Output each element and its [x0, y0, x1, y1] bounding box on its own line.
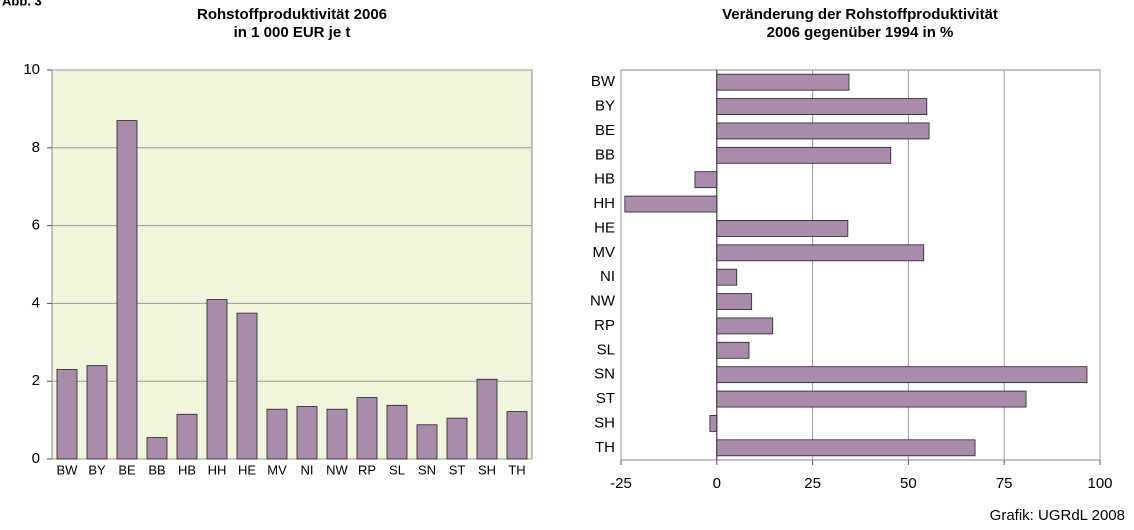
x-tick-label: HE	[238, 462, 256, 477]
y-tick-label: SH	[594, 414, 615, 431]
y-tick-label: HE	[594, 219, 615, 236]
chart-title: 2006 gegenüber 1994 in %	[767, 24, 954, 41]
bar	[716, 98, 928, 115]
y-tick-label: SN	[594, 366, 615, 383]
bar	[506, 411, 528, 460]
bar	[716, 366, 1088, 384]
y-tick-label: BW	[591, 73, 616, 90]
bar	[146, 437, 168, 460]
bar	[716, 293, 753, 310]
bar	[716, 220, 849, 237]
x-tick-label: 0	[713, 475, 721, 492]
y-tick-label: BY	[595, 98, 615, 115]
x-tick-label: BE	[118, 462, 136, 477]
source: Grafik: UGRdL 2008	[990, 507, 1125, 524]
bar	[206, 299, 228, 460]
y-tick-label: NI	[600, 268, 615, 285]
bar	[296, 406, 318, 460]
y-tick-label: 0	[32, 450, 40, 467]
x-tick-label: 25	[804, 475, 821, 492]
x-tick-label: 50	[900, 475, 917, 492]
bar	[86, 365, 108, 460]
bar	[694, 171, 718, 189]
bar	[624, 195, 718, 213]
x-tick-label: ST	[449, 462, 466, 477]
x-tick-label: BY	[88, 462, 106, 477]
x-tick-label: RP	[358, 462, 376, 477]
bar	[716, 317, 774, 335]
y-tick-label: SL	[597, 341, 615, 358]
y-tick-label: HB	[594, 171, 615, 188]
chart-title: in 1 000 EUR je t	[234, 24, 351, 41]
x-tick-label: SH	[478, 462, 496, 477]
y-tick-label: ST	[596, 390, 615, 407]
bar	[716, 73, 850, 91]
y-tick-label: 2	[32, 372, 40, 389]
bar	[416, 424, 438, 460]
bar	[716, 146, 892, 164]
y-tick-label: 8	[32, 139, 40, 156]
x-tick-label: NI	[301, 462, 314, 477]
x-tick-label: SN	[418, 462, 436, 477]
bar	[716, 268, 738, 286]
x-tick-label: -25	[610, 475, 632, 492]
bar	[356, 397, 378, 460]
y-tick-label: 4	[32, 294, 40, 311]
bar	[716, 390, 1027, 408]
chart-title: Rohstoffproduktivität 2006	[197, 6, 387, 23]
x-tick-label: BW	[57, 462, 79, 477]
bar	[716, 439, 976, 457]
x-tick-label: TH	[508, 462, 525, 477]
x-tick-label: 100	[1087, 475, 1112, 492]
bar	[716, 244, 925, 262]
y-tick-label: 6	[32, 217, 40, 234]
bar	[56, 369, 78, 460]
y-tick-label: 10	[23, 61, 40, 78]
bar	[266, 408, 288, 460]
x-tick-label: NW	[326, 462, 348, 477]
x-tick-label: 75	[996, 475, 1013, 492]
y-tick-label: MV	[593, 244, 616, 261]
bar	[116, 120, 138, 460]
x-tick-label: BB	[148, 462, 165, 477]
y-tick-label: HH	[593, 195, 615, 212]
bar	[236, 312, 258, 460]
x-tick-label: MV	[267, 462, 287, 477]
x-tick-label: SL	[389, 462, 405, 477]
y-tick-label: BE	[595, 122, 615, 139]
chart-title: Veränderung der Rohstoffproduktivität	[722, 6, 998, 23]
bar	[446, 417, 468, 460]
x-tick-label: HB	[178, 462, 196, 477]
x-tick-label: HH	[208, 462, 227, 477]
bar	[716, 122, 930, 140]
bar	[326, 408, 348, 460]
bar	[386, 404, 408, 460]
y-tick-label: BB	[595, 146, 615, 163]
y-tick-label: TH	[595, 439, 615, 456]
bar	[176, 413, 198, 460]
bar	[709, 415, 718, 432]
bar	[716, 341, 750, 359]
y-tick-label: NW	[590, 293, 616, 310]
caption: Abb. 3	[2, 0, 42, 8]
y-tick-label: RP	[594, 317, 615, 334]
bar	[476, 378, 498, 460]
